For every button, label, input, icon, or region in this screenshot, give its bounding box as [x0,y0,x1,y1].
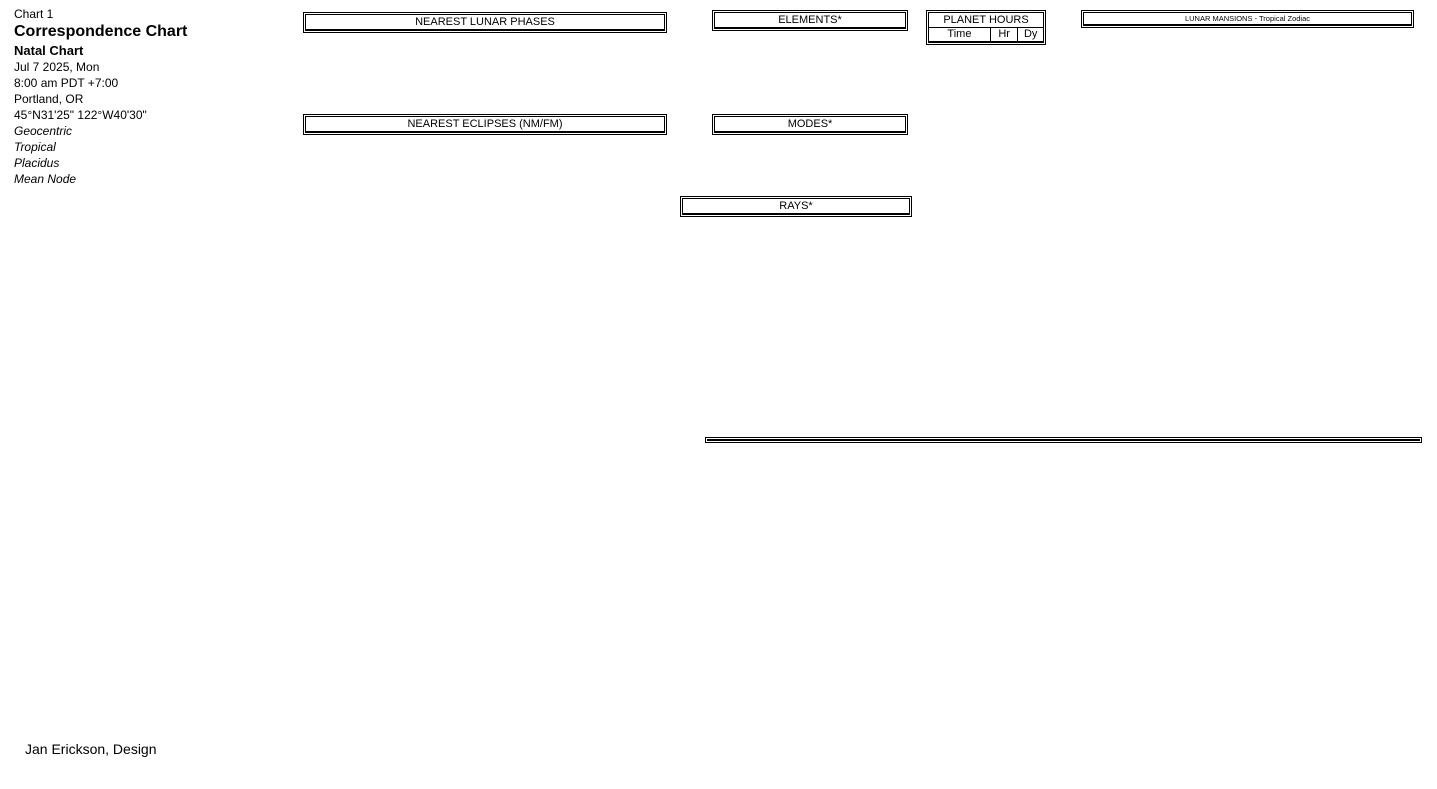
modes-title: MODES* [715,117,905,132]
setting-houses: Placidus [14,156,60,170]
modes-panel: MODES* [712,114,908,135]
lunar-mansions-title: LUNAR MANSIONS - Tropical Zodiac [1084,13,1411,25]
setting-node: Mean Node [14,172,77,186]
page-title: Correspondence Chart [14,23,188,40]
elements-title: ELEMENTS* [715,13,905,28]
planet-hours-header: Time Hr Dy [929,28,1043,42]
lunar-mansions-panel: LUNAR MANSIONS - Tropical Zodiac [1081,10,1414,28]
designer-credit: Jan Erickson, Design [25,741,157,757]
chart-info: Chart 1 Correspondence Chart Natal Chart… [14,6,188,187]
lunar-phases-panel: NEAREST LUNAR PHASES [303,12,667,33]
planet-table-panel [705,437,1422,443]
lunar-phases-title: NEAREST LUNAR PHASES [306,15,664,30]
setting-geocentric: Geocentric [14,124,73,138]
natal-chart-wheel [0,222,630,700]
chart-time: 8:00 am PDT +7:00 [14,76,119,90]
rays-panel: RAYS* [680,196,912,217]
chart-date: Jul 7 2025, Mon [14,60,100,74]
planet-hours-panel: PLANET HOURS Time Hr Dy [926,10,1046,45]
planet-hours-title: PLANET HOURS [929,13,1043,28]
chart-coords: 45°N31'25" 122°W40'30" [14,108,147,122]
rays-title: RAYS* [683,199,909,214]
chart-place: Portland, OR [14,92,84,106]
setting-zodiac: Tropical [14,140,56,154]
chart-number: Chart 1 [14,7,54,21]
elements-panel: ELEMENTS* [712,10,908,31]
eclipses-title: NEAREST ECLIPSES (NM/FM) [306,117,664,132]
eclipses-panel: NEAREST ECLIPSES (NM/FM) [303,114,667,135]
chart-subtitle: Natal Chart [14,43,84,58]
